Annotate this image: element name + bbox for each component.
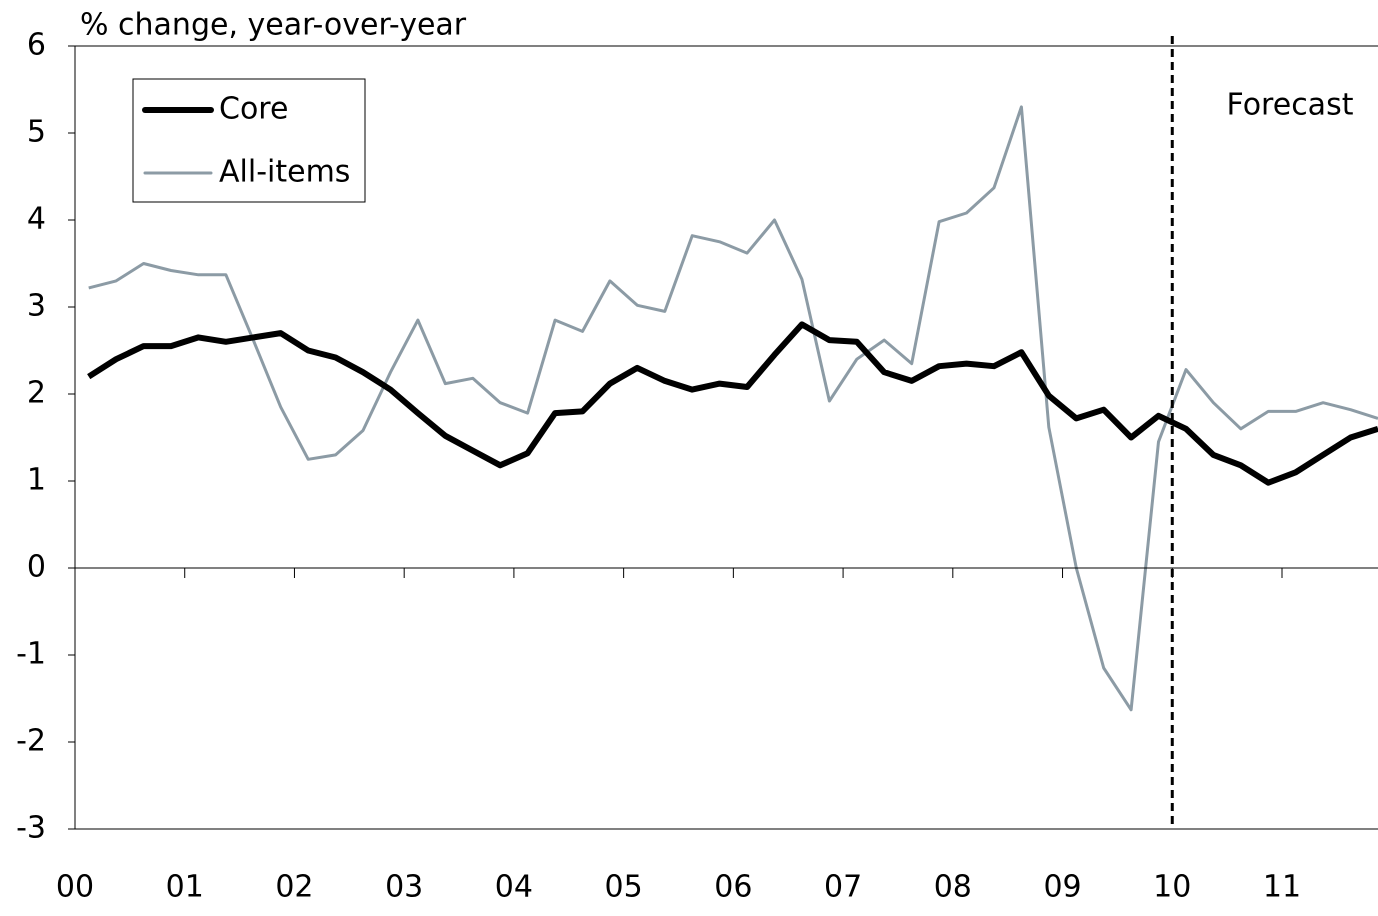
x-tick-label: 09 (1043, 870, 1081, 905)
x-tick-label: 02 (275, 870, 313, 905)
legend-box (132, 78, 366, 203)
y-tick-label: 0 (27, 550, 46, 585)
x-tick-label: 10 (1153, 870, 1191, 905)
x-tick-label: 03 (385, 870, 423, 905)
x-tick-label: 00 (56, 870, 94, 905)
y-tick-label: 2 (27, 376, 46, 411)
plot-area (87, 105, 1378, 712)
x-tick-label: 06 (714, 870, 752, 905)
x-tick-label: 11 (1263, 870, 1301, 905)
y-tick-label: -2 (16, 724, 46, 759)
x-tick-label: 04 (495, 870, 533, 905)
y-tick-label: 1 (27, 463, 46, 498)
x-tick-label: 01 (166, 870, 204, 905)
y-tick-label: 5 (27, 115, 46, 150)
y-axis-label: % change, year-over-year (80, 8, 467, 43)
x-tick-label: 08 (934, 870, 972, 905)
series-line (87, 321, 1378, 486)
legend: Core All-items (132, 78, 366, 203)
series-line (88, 105, 1378, 712)
x-tick-label: 07 (824, 870, 862, 905)
y-tick-label: -1 (16, 637, 46, 672)
y-tick-label: 4 (27, 202, 46, 237)
x-tick-label: 05 (605, 870, 643, 905)
y-tick-label: 6 (27, 28, 46, 63)
legend-label: Core (219, 92, 288, 127)
legend-label: All-items (219, 155, 350, 190)
y-tick-label: -3 (16, 811, 46, 846)
y-tick-label: 3 (27, 289, 46, 324)
forecast-label: Forecast (1227, 88, 1354, 123)
